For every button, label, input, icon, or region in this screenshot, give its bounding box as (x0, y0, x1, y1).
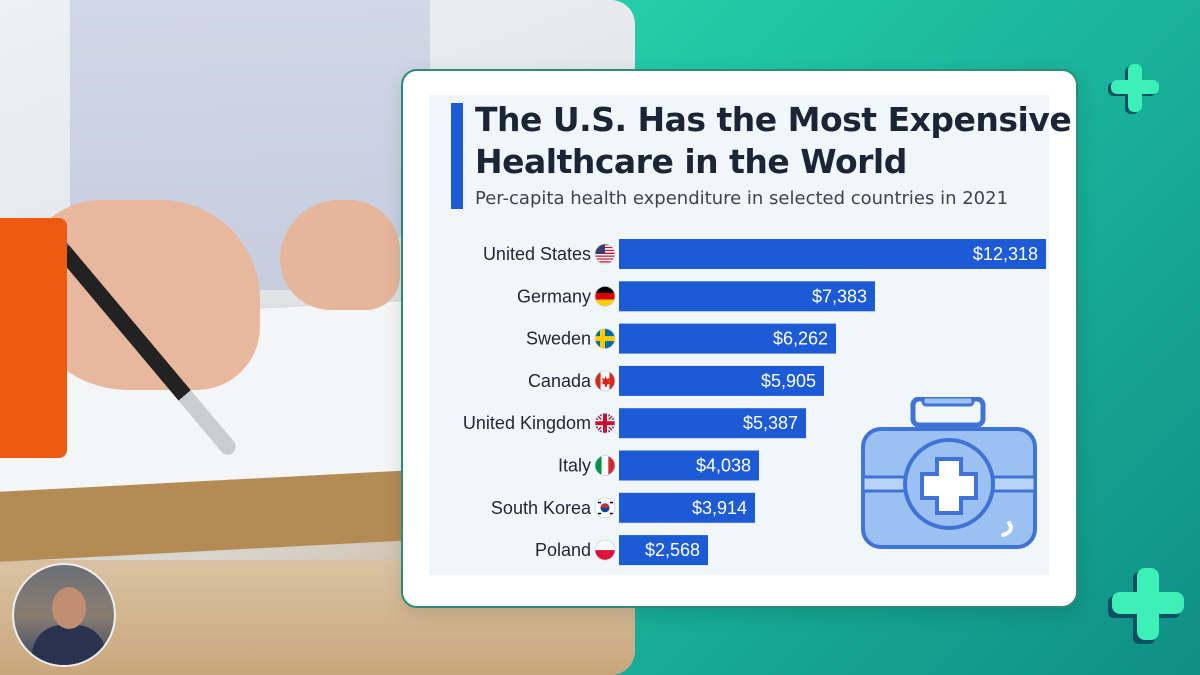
bar-united-kingdom (619, 408, 806, 439)
bar-poland (619, 535, 708, 566)
category-label: Poland (535, 540, 591, 560)
bar-italy (619, 450, 759, 481)
value-label: $5,905 (761, 371, 816, 391)
category-label: South Korea (491, 498, 592, 518)
value-label: $6,262 (773, 329, 828, 349)
chart-subtitle: Per-capita health expenditure in selecte… (475, 188, 1009, 209)
us-flag-icon (594, 243, 616, 265)
presenter-webcam (12, 563, 116, 667)
bar-canada (619, 365, 824, 396)
bar-south-korea (619, 492, 755, 523)
chart-card: The U.S. Has the Most Expensive Healthca… (401, 69, 1078, 608)
poland-flag-icon (594, 539, 616, 561)
presenter-body (32, 625, 106, 665)
value-label: $5,387 (743, 413, 798, 433)
plus-icon (1108, 568, 1184, 644)
orange-accent-bar (0, 218, 67, 458)
medical-kit-icon (861, 397, 1037, 549)
bar-united-states (619, 239, 1046, 269)
category-label: Germany (517, 286, 591, 306)
value-label: $4,038 (696, 456, 751, 476)
bar-sweden (619, 323, 836, 354)
germany-flag-icon (594, 285, 616, 307)
category-label: Italy (558, 456, 591, 476)
italy-flag-icon (594, 455, 616, 476)
category-label: Sweden (526, 329, 591, 349)
south-korea-flag-icon (594, 497, 616, 519)
title-accent-bar (451, 103, 463, 209)
canada-flag-icon (594, 370, 616, 392)
bar-chart: United States $12,318 Germany $7,383 Sweden $… (463, 239, 1046, 566)
resting-hand (280, 200, 400, 310)
value-label: $2,568 (645, 540, 700, 560)
bar-germany (619, 281, 875, 312)
category-label: Canada (528, 371, 592, 391)
chart-title: The U.S. Has the Most Expensive Healthca… (475, 100, 1072, 181)
sweden-flag-icon (594, 328, 616, 350)
category-label: United States (483, 244, 591, 264)
category-label: United Kingdom (463, 413, 591, 433)
value-label: $3,914 (692, 498, 747, 518)
value-label: $7,383 (812, 286, 867, 306)
presenter-head (52, 587, 86, 629)
value-label: $12,318 (973, 244, 1038, 264)
uk-flag-icon (594, 412, 616, 434)
plus-icon (1108, 64, 1159, 114)
